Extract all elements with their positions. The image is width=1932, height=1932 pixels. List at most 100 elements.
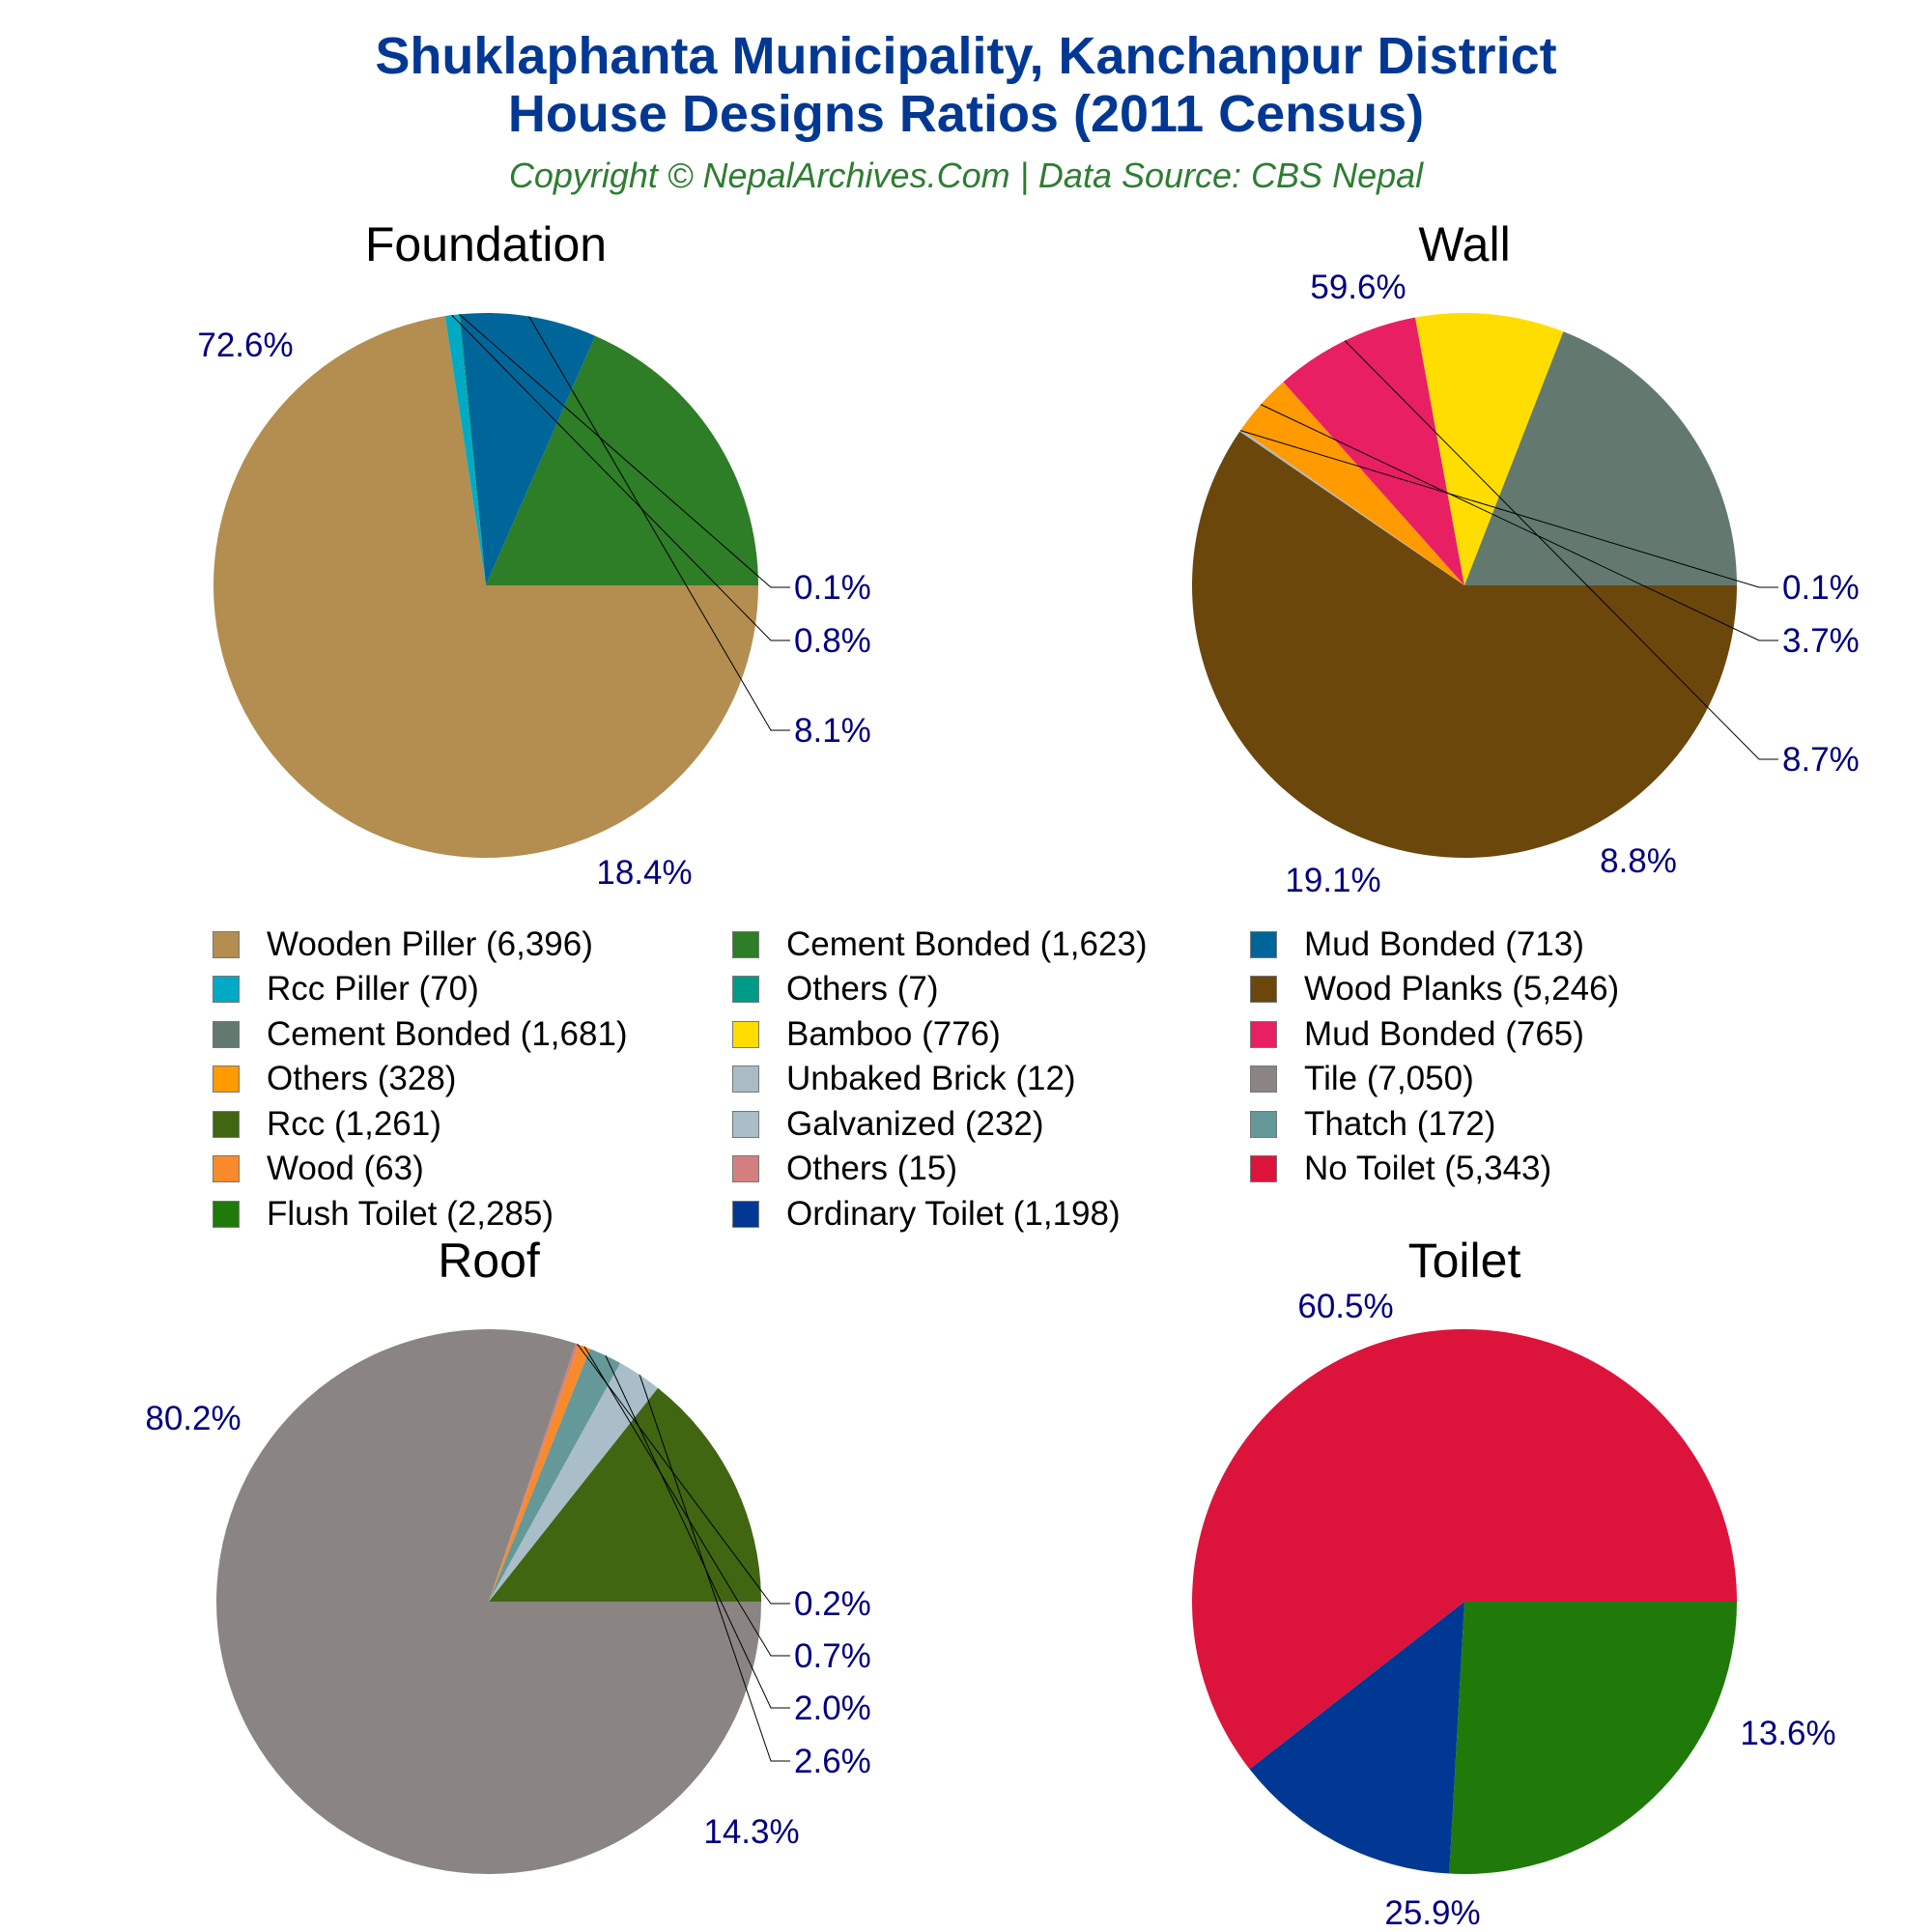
legend-label: Others (328) bbox=[267, 1060, 457, 1097]
pie-slice bbox=[1191, 431, 1738, 858]
legend-item: Mud Bonded (765) bbox=[1250, 1015, 1584, 1054]
leader-line bbox=[639, 1375, 790, 1762]
pie-slice bbox=[489, 1363, 659, 1602]
legend-item: Others (328) bbox=[213, 1060, 456, 1098]
pie-wall: Wall 59.6% 0.1% 3.7% 8.7% 8.8% 19.1% bbox=[1191, 217, 1860, 899]
legend-swatch bbox=[732, 1201, 759, 1228]
legend-item: Others (7) bbox=[732, 970, 939, 1009]
percent-label: 8.7% bbox=[1782, 741, 1860, 779]
pie-slice bbox=[213, 316, 759, 859]
legend-swatch bbox=[213, 1065, 240, 1093]
legend-item: Wooden Piller (6,396) bbox=[213, 925, 593, 964]
pie-slice bbox=[444, 314, 486, 585]
legend-label: Cement Bonded (1,681) bbox=[267, 1015, 628, 1053]
legend-swatch bbox=[1250, 1155, 1277, 1182]
percent-label: 72.6% bbox=[197, 327, 293, 364]
panel-title: Foundation bbox=[365, 217, 607, 271]
legend-item: Rcc (1,261) bbox=[213, 1105, 441, 1144]
legend-swatch bbox=[732, 1021, 759, 1048]
legend-label: Flush Toilet (2,285) bbox=[267, 1195, 554, 1233]
legend-label: Others (15) bbox=[786, 1150, 957, 1187]
pie-slice bbox=[460, 313, 596, 585]
percent-label: 8.1% bbox=[794, 712, 871, 750]
leader-line bbox=[1344, 340, 1778, 760]
legend-swatch bbox=[732, 1065, 759, 1093]
legend-label: Cement Bonded (1,623) bbox=[786, 925, 1148, 963]
legend-swatch bbox=[1250, 1065, 1277, 1093]
pie-slice bbox=[489, 1387, 761, 1602]
pie-slice bbox=[489, 1343, 579, 1602]
leader-line bbox=[583, 1346, 790, 1657]
percent-label: 13.6% bbox=[1740, 1715, 1835, 1752]
percent-label: 8.8% bbox=[1600, 842, 1677, 880]
leader-line bbox=[1239, 430, 1778, 588]
pie-slice bbox=[1239, 429, 1464, 585]
pie-slice bbox=[1449, 1602, 1737, 1874]
pie-slice bbox=[1414, 313, 1564, 585]
legend-label: Wooden Piller (6,396) bbox=[267, 925, 593, 963]
legend-swatch bbox=[1250, 1021, 1277, 1048]
panel-title: Roof bbox=[438, 1234, 540, 1288]
legend-swatch bbox=[732, 976, 759, 1003]
legend-label: No Toilet (5,343) bbox=[1304, 1150, 1552, 1187]
legend-item: Wood Planks (5,246) bbox=[1250, 970, 1619, 1009]
percent-label: 60.5% bbox=[1297, 1288, 1393, 1325]
chart-title-line-2: House Designs Ratios (2011 Census) bbox=[507, 85, 1425, 143]
panel-title: Wall bbox=[1418, 217, 1510, 271]
legend-swatch bbox=[732, 1111, 759, 1138]
legend-item: Wood (63) bbox=[213, 1150, 424, 1188]
legend-swatch bbox=[213, 976, 240, 1003]
pie-foundation: Foundation 72.6% 0.8% 0.1% 8.1% 18.4% bbox=[197, 217, 870, 892]
leader-line bbox=[451, 314, 790, 641]
legend-item: No Toilet (5,343) bbox=[1250, 1150, 1551, 1188]
legend-item: Galvanized (232) bbox=[732, 1105, 1044, 1144]
legend-label: Wood (63) bbox=[267, 1150, 424, 1187]
legend-swatch bbox=[1250, 976, 1277, 1003]
legend-label: Unbaked Brick (12) bbox=[786, 1060, 1076, 1097]
leader-line bbox=[528, 316, 790, 731]
leader-line bbox=[605, 1354, 790, 1709]
legend-item: Cement Bonded (1,681) bbox=[213, 1015, 628, 1054]
legend-label: Ordinary Toilet (1,198) bbox=[786, 1195, 1121, 1233]
pie-slice bbox=[1464, 331, 1737, 585]
legend-label: Mud Bonded (765) bbox=[1304, 1015, 1584, 1053]
legend-item: Rcc Piller (70) bbox=[213, 970, 479, 1009]
legend-label: Bamboo (776) bbox=[786, 1015, 1001, 1053]
percent-label: 59.6% bbox=[1310, 269, 1406, 306]
leader-line bbox=[459, 313, 790, 588]
leader-line bbox=[1260, 404, 1778, 641]
legend-swatch bbox=[1250, 931, 1277, 958]
legend-item: Mud Bonded (713) bbox=[1250, 925, 1584, 964]
legend-swatch bbox=[213, 1155, 240, 1182]
percent-label: 0.7% bbox=[794, 1637, 871, 1675]
legend-swatch bbox=[1250, 1111, 1277, 1138]
legend-swatch bbox=[213, 931, 240, 958]
legend-item: Ordinary Toilet (1,198) bbox=[732, 1195, 1121, 1234]
percent-label: 14.3% bbox=[703, 1813, 799, 1851]
legend-item: Thatch (172) bbox=[1250, 1105, 1495, 1144]
chart-title-line-1: Shuklaphanta Municipality, Kanchanpur Di… bbox=[375, 27, 1557, 85]
legend-label: Thatch (172) bbox=[1304, 1105, 1496, 1143]
legend-item: Flush Toilet (2,285) bbox=[213, 1195, 554, 1234]
panel-title: Toilet bbox=[1408, 1234, 1521, 1288]
pie-slice bbox=[1192, 1329, 1737, 1770]
legend-swatch bbox=[732, 1155, 759, 1182]
pie-slice bbox=[486, 335, 758, 585]
legend-label: Others (7) bbox=[786, 970, 939, 1008]
pie-slice bbox=[1249, 1602, 1464, 1874]
legend-item: Bamboo (776) bbox=[732, 1015, 1001, 1054]
percent-label: 2.0% bbox=[794, 1690, 871, 1727]
percent-label: 18.4% bbox=[596, 854, 692, 892]
legend-item: Others (15) bbox=[732, 1150, 957, 1188]
legend-swatch bbox=[732, 931, 759, 958]
pie-slice bbox=[1283, 317, 1464, 585]
chart-subtitle: Copyright © NepalArchives.Com | Data Sou… bbox=[508, 156, 1424, 195]
percent-label: 0.1% bbox=[794, 569, 871, 607]
percent-label: 80.2% bbox=[145, 1400, 241, 1437]
legend-item: Cement Bonded (1,623) bbox=[732, 925, 1148, 964]
legend-swatch bbox=[213, 1111, 240, 1138]
percent-label: 0.2% bbox=[794, 1585, 871, 1623]
leader-line bbox=[577, 1343, 790, 1605]
legend-label: Rcc Piller (70) bbox=[267, 970, 479, 1008]
